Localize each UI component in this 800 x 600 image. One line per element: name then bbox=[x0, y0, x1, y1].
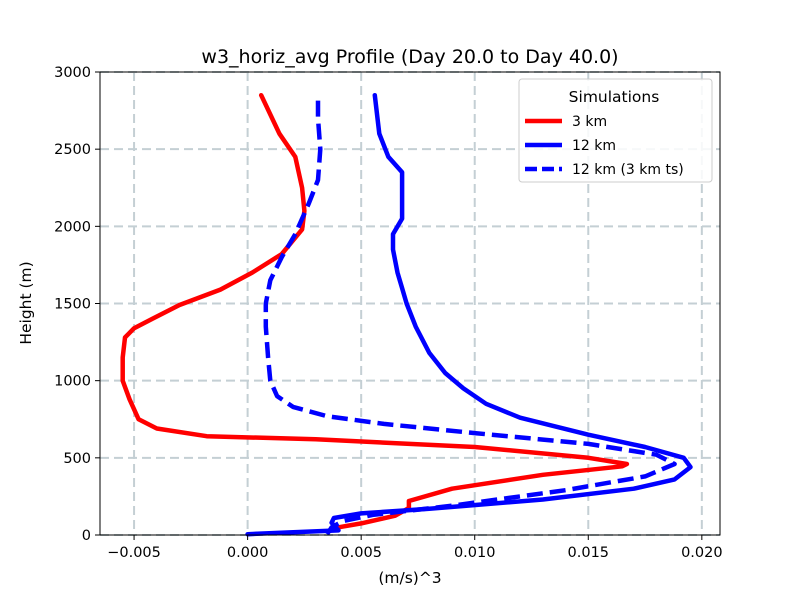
legend-label-1: 3 km bbox=[572, 114, 607, 130]
y-tick-label: 1500 bbox=[54, 297, 91, 313]
y-tick-label: 1000 bbox=[54, 374, 91, 390]
x-tick-label: 0.020 bbox=[681, 545, 723, 561]
y-tick-label: 2500 bbox=[54, 142, 91, 158]
x-tick-label: 0.005 bbox=[340, 545, 382, 561]
x-tick-label: 0.015 bbox=[568, 545, 610, 561]
y-tick-label: 2000 bbox=[54, 219, 91, 235]
y-tick-label: 0 bbox=[82, 528, 91, 544]
y-tick-label: 3000 bbox=[54, 65, 91, 81]
plot-lines bbox=[120, 92, 693, 537]
chart-title: w3_horiz_avg Profile (Day 20.0 to Day 40… bbox=[201, 46, 618, 68]
series-line-3 bbox=[263, 95, 677, 536]
legend-label-2: 12 km bbox=[572, 138, 616, 154]
legend-entries: 3 km 12 km 12 km (3 km ts) bbox=[525, 114, 684, 178]
legend-box bbox=[518, 78, 713, 183]
x-tick-label: 0.010 bbox=[454, 545, 496, 561]
legend-label-3: 12 km (3 km ts) bbox=[572, 162, 684, 178]
ticks: −0.005 0.000 0.005 0.010 0.015 0.020 0 500 1000 1… bbox=[54, 65, 722, 561]
y-axis-title: Height (m) bbox=[17, 261, 35, 344]
legend-title: Simulations bbox=[569, 88, 660, 106]
x-tick-label: 0.000 bbox=[227, 545, 269, 561]
x-tick-label: −0.005 bbox=[107, 545, 161, 561]
series-line-1 bbox=[120, 92, 630, 534]
legend: Simulations 3 km 12 km 12 km (3 km ts) bbox=[518, 78, 713, 183]
x-axis-title: (m/s)^3 bbox=[378, 569, 441, 587]
y-tick-label: 500 bbox=[63, 451, 91, 467]
